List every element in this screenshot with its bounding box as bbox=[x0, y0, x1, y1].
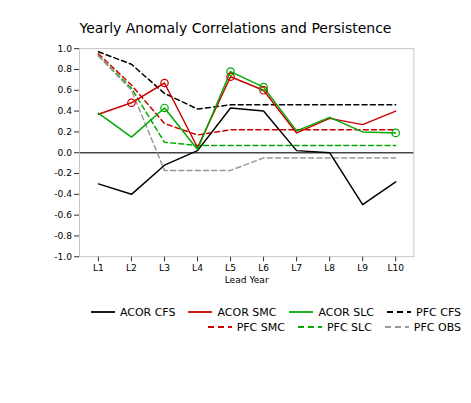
svg-text:L1: L1 bbox=[93, 263, 104, 273]
svg-text:0.2: 0.2 bbox=[58, 127, 72, 137]
svg-text:0.6: 0.6 bbox=[58, 85, 73, 95]
html-text:PFC OBS: PFC OBS bbox=[413, 320, 461, 334]
html-text:Yearly Anomaly Correlations an: Yearly Anomaly Correlations and Persiste… bbox=[79, 20, 392, 36]
html-text:ACOR SLC: ACOR SLC bbox=[318, 305, 375, 319]
svg-text:-0.6: -0.6 bbox=[54, 210, 72, 220]
html-text:PFC SMC: PFC SMC bbox=[236, 320, 285, 334]
svg-text:0.8: 0.8 bbox=[58, 64, 73, 74]
svg-text:0.4: 0.4 bbox=[58, 106, 73, 116]
svg-text:-1.0: -1.0 bbox=[54, 252, 72, 262]
html-text:ACOR CFS: ACOR CFS bbox=[119, 305, 176, 319]
svg-text:L4: L4 bbox=[192, 263, 203, 273]
svg-text:L6: L6 bbox=[258, 263, 269, 273]
svg-text:L2: L2 bbox=[126, 263, 137, 273]
svg-text:L9: L9 bbox=[357, 263, 368, 273]
html-text:PFC CFS: PFC CFS bbox=[416, 305, 461, 319]
html-text:ACOR SMC: ACOR SMC bbox=[217, 305, 277, 319]
svg-text:0.0: 0.0 bbox=[58, 148, 73, 158]
svg-text:-0.8: -0.8 bbox=[54, 231, 72, 241]
svg-text:L3: L3 bbox=[159, 263, 170, 273]
svg-text:1.0: 1.0 bbox=[58, 44, 73, 54]
svg-text:L7: L7 bbox=[291, 263, 302, 273]
svg-text:Lead Year: Lead Year bbox=[225, 275, 269, 285]
svg-text:-0.2: -0.2 bbox=[54, 168, 72, 178]
html-text:PFC SLC: PFC SLC bbox=[326, 320, 372, 334]
svg-text:L8: L8 bbox=[324, 263, 335, 273]
svg-text:L10: L10 bbox=[387, 263, 404, 273]
svg-text:L5: L5 bbox=[225, 263, 236, 273]
svg-text:-0.4: -0.4 bbox=[54, 189, 72, 199]
